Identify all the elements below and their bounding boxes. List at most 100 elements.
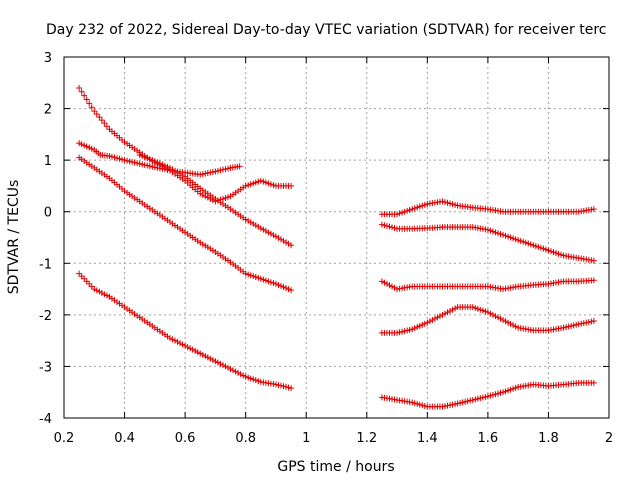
series-s5 <box>76 270 295 392</box>
data-point <box>497 315 504 322</box>
data-point <box>250 273 257 280</box>
data-point <box>81 92 88 99</box>
data-point <box>197 190 204 197</box>
data-point <box>177 340 184 347</box>
data-point <box>537 244 544 251</box>
data-point <box>126 158 133 165</box>
data-point <box>139 153 146 160</box>
data-point <box>542 246 549 253</box>
data-point <box>500 231 507 238</box>
data-point <box>78 273 85 280</box>
data-point <box>545 247 552 254</box>
data-point <box>252 222 259 229</box>
series-s10 <box>378 379 597 410</box>
data-point <box>121 157 128 164</box>
data-point <box>590 257 597 264</box>
data-point <box>389 283 396 290</box>
data-point <box>86 144 93 151</box>
data-point <box>111 154 118 161</box>
data-point <box>489 311 496 318</box>
data-point <box>452 401 459 408</box>
data-point <box>477 306 484 313</box>
data-point <box>441 310 448 317</box>
data-point <box>270 182 277 189</box>
data-point <box>454 400 461 407</box>
data-point <box>416 401 423 408</box>
y-tick-label: -1 <box>39 257 52 272</box>
data-point <box>124 157 131 164</box>
data-point <box>177 170 184 177</box>
data-point <box>540 245 547 252</box>
data-point <box>98 117 105 124</box>
data-point <box>242 373 249 380</box>
data-point <box>250 220 257 227</box>
data-point <box>590 277 597 284</box>
data-point <box>414 400 421 407</box>
data-point <box>247 181 254 188</box>
data-point <box>399 209 406 216</box>
data-point <box>494 230 501 237</box>
data-point <box>270 280 277 287</box>
data-point <box>421 402 428 409</box>
data-point <box>285 384 292 391</box>
data-point <box>494 314 501 321</box>
data-point <box>383 280 390 287</box>
data-point <box>257 177 264 184</box>
data-point <box>439 198 446 205</box>
data-point <box>386 223 393 230</box>
data-point <box>288 287 295 294</box>
data-point <box>512 323 519 330</box>
data-point <box>81 275 88 282</box>
data-point <box>570 322 577 329</box>
data-point <box>247 272 254 279</box>
data-point <box>136 160 143 167</box>
data-point <box>96 288 103 295</box>
data-point <box>459 399 466 406</box>
data-point <box>416 322 423 329</box>
data-point <box>88 104 95 111</box>
data-point <box>414 324 421 331</box>
data-point <box>568 322 575 329</box>
data-point <box>252 179 259 186</box>
data-point <box>76 140 83 147</box>
data-point <box>505 233 512 240</box>
data-point <box>225 364 232 371</box>
data-point <box>275 382 282 389</box>
data-point <box>91 108 98 115</box>
data-point <box>277 282 284 289</box>
data-point <box>139 161 146 168</box>
data-point <box>245 217 252 224</box>
data-point <box>389 224 396 231</box>
series-s3 <box>76 154 295 294</box>
data-point <box>449 306 456 313</box>
data-point <box>151 158 158 165</box>
data-point <box>113 155 120 162</box>
data-point <box>236 163 243 170</box>
data-point <box>588 318 595 325</box>
data-point <box>250 376 257 383</box>
data-point <box>225 194 232 201</box>
data-point <box>275 234 282 241</box>
data-point <box>78 141 85 148</box>
data-point <box>449 201 456 208</box>
data-point <box>265 278 272 285</box>
data-point <box>81 142 88 149</box>
data-point <box>411 205 418 212</box>
data-point <box>166 164 173 171</box>
data-point <box>424 319 431 326</box>
data-point <box>255 178 262 185</box>
data-point <box>207 355 214 362</box>
data-point <box>219 362 226 369</box>
data-point <box>558 251 565 258</box>
data-point <box>510 235 517 242</box>
series-s4 <box>136 151 295 249</box>
data-point <box>257 275 264 282</box>
data-point <box>464 398 471 405</box>
series-s6 <box>378 198 597 218</box>
data-point <box>91 286 98 293</box>
x-tick-label: 0.6 <box>175 431 196 446</box>
data-point <box>449 401 456 408</box>
series-s7 <box>378 221 597 264</box>
data-point <box>172 167 179 174</box>
data-point <box>394 211 401 218</box>
